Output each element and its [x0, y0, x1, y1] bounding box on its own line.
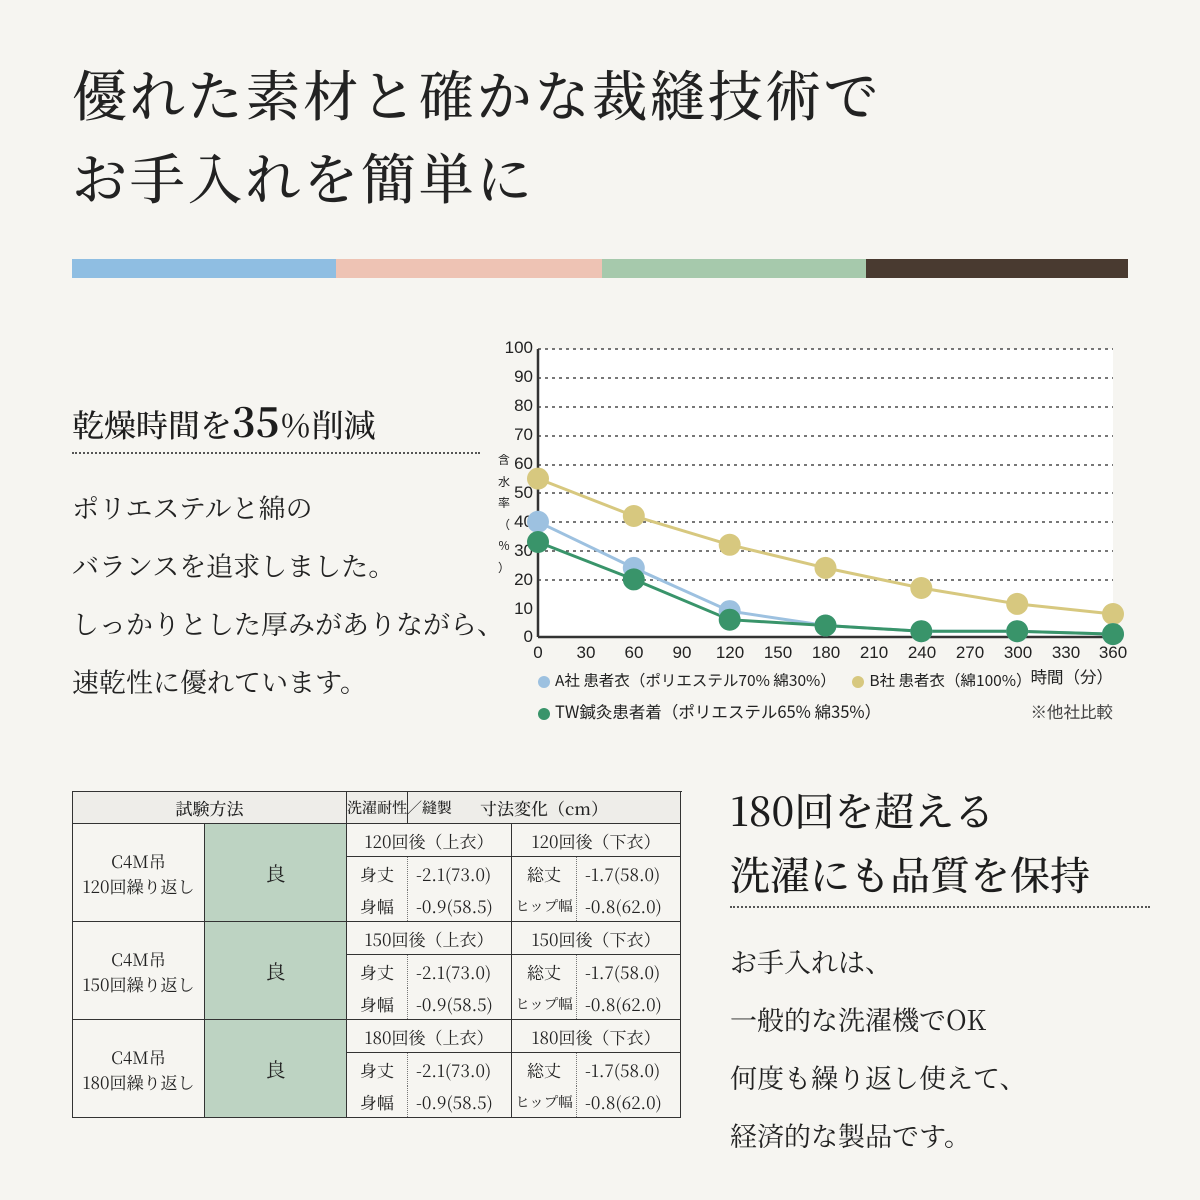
svg-text:360: 360 — [1099, 643, 1127, 662]
svg-text:240: 240 — [908, 643, 936, 662]
svg-text:30: 30 — [577, 643, 596, 662]
svg-text:0: 0 — [533, 643, 542, 662]
svg-text:20: 20 — [514, 570, 533, 589]
svg-text:150: 150 — [764, 643, 792, 662]
svg-text:210: 210 — [860, 643, 888, 662]
svg-text:60: 60 — [625, 643, 644, 662]
svg-text:300: 300 — [1004, 643, 1032, 662]
svg-text:180: 180 — [812, 643, 840, 662]
svg-text:90: 90 — [514, 367, 533, 386]
svg-text:70: 70 — [514, 425, 533, 444]
svg-text:270: 270 — [956, 643, 984, 662]
svg-text:120: 120 — [716, 643, 744, 662]
svg-text:60: 60 — [514, 454, 533, 473]
svg-text:330: 330 — [1052, 643, 1080, 662]
svg-text:0: 0 — [524, 627, 533, 646]
svg-text:10: 10 — [514, 599, 533, 618]
svg-text:90: 90 — [673, 643, 692, 662]
svg-text:100: 100 — [505, 338, 533, 357]
svg-text:80: 80 — [514, 396, 533, 415]
